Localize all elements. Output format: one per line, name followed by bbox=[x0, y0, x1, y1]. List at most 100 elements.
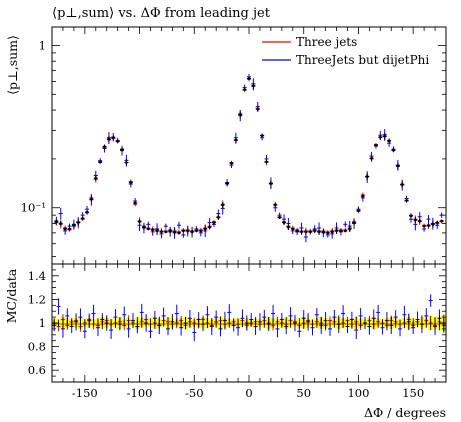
data-point bbox=[374, 143, 378, 147]
top-series bbox=[54, 73, 444, 243]
data-point bbox=[252, 84, 255, 88]
data-point bbox=[225, 182, 229, 185]
data-point bbox=[387, 139, 391, 143]
data-point bbox=[98, 160, 102, 164]
data-point bbox=[147, 227, 150, 231]
data-point bbox=[265, 160, 268, 164]
ratio-dijetphi bbox=[52, 294, 446, 342]
bottom-x-ticks: -150 -100 -50 0 50 100 150 bbox=[51, 264, 447, 400]
data-point bbox=[440, 219, 443, 223]
data-point bbox=[357, 209, 360, 212]
data-point bbox=[361, 194, 365, 198]
data-point bbox=[168, 229, 172, 233]
data-point bbox=[339, 229, 343, 233]
x-axis-label: ΔΦ / degrees bbox=[364, 405, 446, 420]
data-point bbox=[405, 199, 408, 202]
data-point bbox=[155, 229, 159, 233]
y-axis-label-bottom: MC/data bbox=[4, 268, 19, 323]
data-point bbox=[111, 136, 115, 140]
y-tick-label-bottom: 0.6 bbox=[28, 363, 46, 377]
data-point bbox=[173, 230, 176, 234]
x-tick-label: 100 bbox=[347, 386, 369, 400]
data-point bbox=[414, 218, 417, 222]
x-tick-label: 50 bbox=[296, 386, 311, 400]
data-point bbox=[396, 164, 400, 168]
data-point bbox=[335, 229, 338, 233]
data-point bbox=[287, 225, 290, 229]
data-point bbox=[217, 216, 220, 219]
data-point bbox=[234, 138, 238, 142]
data-point bbox=[221, 203, 225, 207]
data-point bbox=[68, 227, 71, 231]
y-tick-label-top: 10⁻¹ bbox=[21, 201, 46, 215]
data-point bbox=[352, 221, 356, 224]
legend-label-dijetphi: ThreeJets but dijetPhi bbox=[296, 53, 429, 67]
data-point bbox=[76, 221, 80, 224]
top-panel: 10⁻¹ 1 bbox=[21, 26, 447, 265]
data-point bbox=[383, 134, 387, 138]
legend-label-three-jets: Three jets bbox=[296, 35, 357, 49]
data-point bbox=[94, 176, 98, 180]
data-point bbox=[212, 221, 216, 224]
data-point bbox=[291, 227, 295, 231]
x-tick-label: -150 bbox=[72, 386, 98, 400]
data-point bbox=[365, 175, 369, 178]
data-point bbox=[133, 201, 137, 205]
data-point bbox=[203, 227, 207, 231]
data-point bbox=[273, 203, 277, 207]
data-point bbox=[427, 223, 430, 227]
data-point bbox=[186, 229, 190, 233]
data-point bbox=[195, 229, 198, 233]
data-point bbox=[295, 229, 299, 233]
series-1 bbox=[54, 73, 444, 243]
data-point bbox=[116, 139, 119, 143]
data-point bbox=[160, 230, 163, 234]
data-point bbox=[278, 216, 281, 219]
data-point bbox=[107, 137, 111, 141]
data-point bbox=[142, 225, 146, 229]
data-point bbox=[177, 231, 181, 235]
data-point bbox=[138, 220, 141, 224]
data-point bbox=[348, 227, 351, 231]
x-tick-label: -50 bbox=[185, 386, 204, 400]
data-point bbox=[63, 227, 67, 231]
data-point bbox=[238, 113, 242, 116]
data-point bbox=[304, 230, 308, 234]
data-point bbox=[59, 222, 63, 225]
data-point bbox=[72, 223, 76, 227]
x-tick-label: 0 bbox=[245, 386, 252, 400]
legend: Three jets ThreeJets but dijetPhi bbox=[262, 35, 429, 67]
data-point bbox=[400, 183, 404, 186]
data-point bbox=[330, 230, 334, 234]
x-tick-label: 150 bbox=[402, 386, 424, 400]
data-point bbox=[55, 220, 58, 224]
data-point bbox=[300, 230, 303, 234]
data-point bbox=[90, 197, 93, 201]
data-point bbox=[208, 225, 211, 229]
data-point bbox=[129, 181, 133, 184]
data-point bbox=[125, 161, 128, 164]
data-point bbox=[182, 229, 185, 233]
data-point bbox=[120, 148, 124, 151]
data-point bbox=[317, 230, 321, 234]
data-point bbox=[322, 230, 325, 234]
data-point bbox=[422, 224, 426, 228]
data-point bbox=[392, 148, 395, 152]
y-tick-label-bottom: 1.2 bbox=[28, 292, 46, 306]
data-point bbox=[269, 182, 273, 185]
x-tick-label: -100 bbox=[127, 386, 153, 400]
ratio-data bbox=[53, 314, 445, 332]
data-point bbox=[326, 231, 330, 235]
data-point bbox=[81, 217, 84, 220]
data-point bbox=[243, 88, 246, 91]
data-point bbox=[379, 135, 382, 139]
data-point bbox=[282, 221, 286, 224]
data-point bbox=[103, 145, 106, 148]
data-point bbox=[435, 221, 439, 224]
series-2 bbox=[54, 76, 444, 235]
data-point bbox=[190, 230, 194, 234]
data-point bbox=[199, 229, 203, 233]
data-point bbox=[260, 134, 264, 137]
data-point bbox=[308, 230, 312, 234]
